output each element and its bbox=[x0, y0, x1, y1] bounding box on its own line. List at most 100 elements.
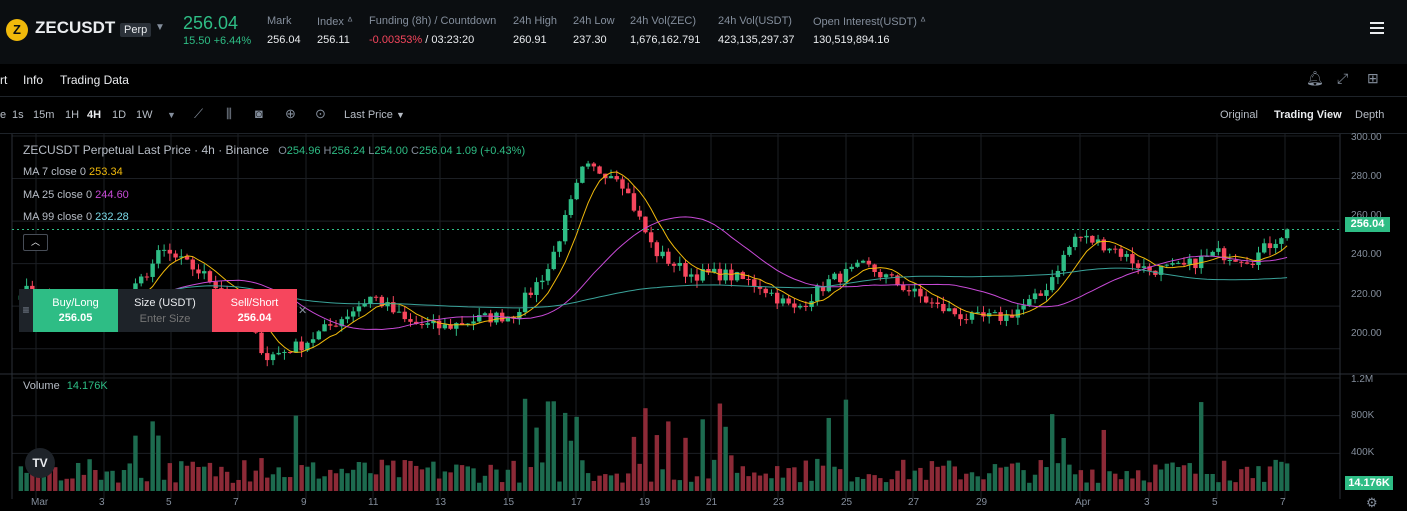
volume-bar bbox=[24, 472, 29, 491]
view-depth[interactable]: Depth bbox=[1355, 109, 1385, 121]
volume-bar bbox=[1061, 438, 1066, 491]
size-input[interactable] bbox=[120, 312, 210, 326]
layout-icon[interactable]: ⊞ bbox=[1367, 70, 1379, 86]
candle-body bbox=[906, 290, 912, 292]
candle-body bbox=[792, 303, 797, 308]
volume-bar bbox=[671, 479, 677, 491]
drag-handle-icon[interactable]: ≡ bbox=[19, 289, 33, 332]
volume-bar bbox=[1262, 481, 1267, 491]
view-trading-view[interactable]: Trading View bbox=[1274, 109, 1342, 121]
candle-body bbox=[1090, 235, 1095, 243]
volume-bar bbox=[1135, 470, 1141, 491]
bell-icon[interactable]: 🔔︎ bbox=[1306, 70, 1324, 86]
volume-bar bbox=[133, 435, 138, 491]
volume-bar bbox=[843, 399, 849, 491]
volume-bar bbox=[499, 482, 505, 491]
candle-body bbox=[1101, 239, 1106, 251]
time-tick: 19 bbox=[639, 497, 651, 508]
volume-bar bbox=[998, 467, 1003, 491]
interval-1w[interactable]: 1W bbox=[136, 109, 153, 121]
ma25-legend[interactable]: MA 25 close 0 244.60 bbox=[23, 189, 129, 201]
ma99-legend[interactable]: MA 99 close 0 232.28 bbox=[23, 211, 129, 223]
volume-bar bbox=[459, 465, 465, 491]
candle-body bbox=[648, 232, 654, 243]
candle-body bbox=[161, 249, 167, 251]
candle-body bbox=[608, 176, 614, 179]
candle-body bbox=[1107, 248, 1112, 251]
price-chart[interactable] bbox=[0, 134, 1407, 511]
volume-bar bbox=[952, 466, 958, 491]
volume-bar bbox=[494, 469, 499, 491]
volume-bar bbox=[477, 482, 482, 491]
index-label[interactable]: Index ᐞ bbox=[317, 16, 353, 28]
candle-body bbox=[179, 256, 184, 258]
volume-bar bbox=[1193, 473, 1198, 491]
settings-circle-icon[interactable]: ⊙ bbox=[315, 106, 326, 121]
view-original[interactable]: Original bbox=[1220, 109, 1258, 121]
gear-icon[interactable]: ⚙ bbox=[1366, 495, 1378, 510]
volume-bar bbox=[1072, 474, 1078, 491]
interval-partial[interactable]: e bbox=[0, 109, 7, 121]
symbol-name[interactable]: ZECUSDT bbox=[35, 18, 116, 37]
volume-bar bbox=[1227, 480, 1233, 491]
interval-4h[interactable]: 4H bbox=[87, 109, 102, 121]
candle-body bbox=[860, 260, 866, 263]
candle-body bbox=[826, 279, 831, 292]
volume-bar bbox=[1244, 466, 1250, 491]
volume-bar bbox=[809, 480, 814, 491]
ma99-value: 232.28 bbox=[95, 211, 129, 223]
ticker-header bbox=[0, 0, 1407, 64]
expand-icon[interactable]: ⤢ bbox=[1337, 70, 1349, 86]
volume-bar bbox=[454, 464, 459, 491]
volume-bar bbox=[230, 482, 236, 491]
buy-price: 256.05 bbox=[58, 312, 93, 324]
price-type-select[interactable]: Last Price ▼ bbox=[344, 109, 405, 121]
sell-short-button[interactable]: Sell/Short 256.04 bbox=[212, 289, 297, 332]
candle-body bbox=[1164, 264, 1170, 266]
candle-body bbox=[494, 312, 499, 323]
volume-bar bbox=[826, 417, 831, 491]
volume-bar bbox=[356, 462, 362, 491]
candle-body bbox=[1279, 238, 1284, 244]
volume-bar bbox=[53, 467, 58, 491]
interval-1d[interactable]: 1D bbox=[112, 109, 127, 121]
collapse-legend-button[interactable]: ︿ bbox=[23, 234, 48, 251]
tab-trading-data[interactable]: Trading Data bbox=[60, 73, 129, 87]
menu-icon[interactable] bbox=[1370, 22, 1384, 37]
candle-body bbox=[620, 179, 625, 189]
interval-1s[interactable]: 1s bbox=[12, 109, 24, 121]
candle-type-icon[interactable]: ⫼ bbox=[226, 106, 232, 121]
tab-info[interactable]: Info bbox=[23, 73, 44, 87]
camera-icon[interactable]: ◙ bbox=[255, 106, 263, 121]
size-field[interactable]: Size (USDT) bbox=[118, 289, 212, 332]
symbol-dropdown-icon[interactable]: ▼ bbox=[155, 22, 165, 33]
interval-dropdown-icon[interactable]: ▼ bbox=[167, 110, 176, 120]
funding-label[interactable]: Funding (8h) / Countdown bbox=[369, 15, 497, 27]
volume-bar bbox=[310, 462, 316, 491]
volume-bar bbox=[883, 482, 889, 491]
volume-bar bbox=[1078, 470, 1084, 491]
candle-body bbox=[505, 316, 511, 322]
buy-long-button[interactable]: Buy/Long 256.05 bbox=[33, 289, 118, 332]
add-icon[interactable]: ⊕ bbox=[285, 106, 296, 121]
volume-bar bbox=[1239, 469, 1244, 491]
candle-body bbox=[637, 210, 642, 217]
interval-1h[interactable]: 1H bbox=[65, 109, 80, 121]
interval-15m[interactable]: 15m bbox=[33, 109, 55, 121]
volume-bar bbox=[431, 461, 436, 491]
ma25-value: 244.60 bbox=[95, 189, 129, 201]
volume-tick: 1.2M bbox=[1351, 374, 1374, 385]
buy-label: Buy/Long bbox=[52, 297, 99, 309]
candle-body bbox=[1193, 258, 1198, 269]
candle-body bbox=[368, 296, 373, 304]
volume-bar bbox=[1233, 482, 1238, 491]
tradingview-logo-icon[interactable]: TV bbox=[25, 448, 55, 478]
close-icon[interactable]: ✕ bbox=[298, 305, 308, 317]
volume-bar bbox=[608, 475, 614, 491]
candle-body bbox=[1176, 262, 1181, 264]
volume-bar bbox=[969, 472, 975, 491]
open-interest-label[interactable]: Open Interest(USDT) ᐞ bbox=[813, 16, 926, 28]
tab-chart[interactable]: rt bbox=[0, 73, 8, 87]
ma7-legend[interactable]: MA 7 close 0 253.34 bbox=[23, 166, 123, 178]
indicator-icon[interactable]: ⟋ bbox=[194, 106, 204, 121]
